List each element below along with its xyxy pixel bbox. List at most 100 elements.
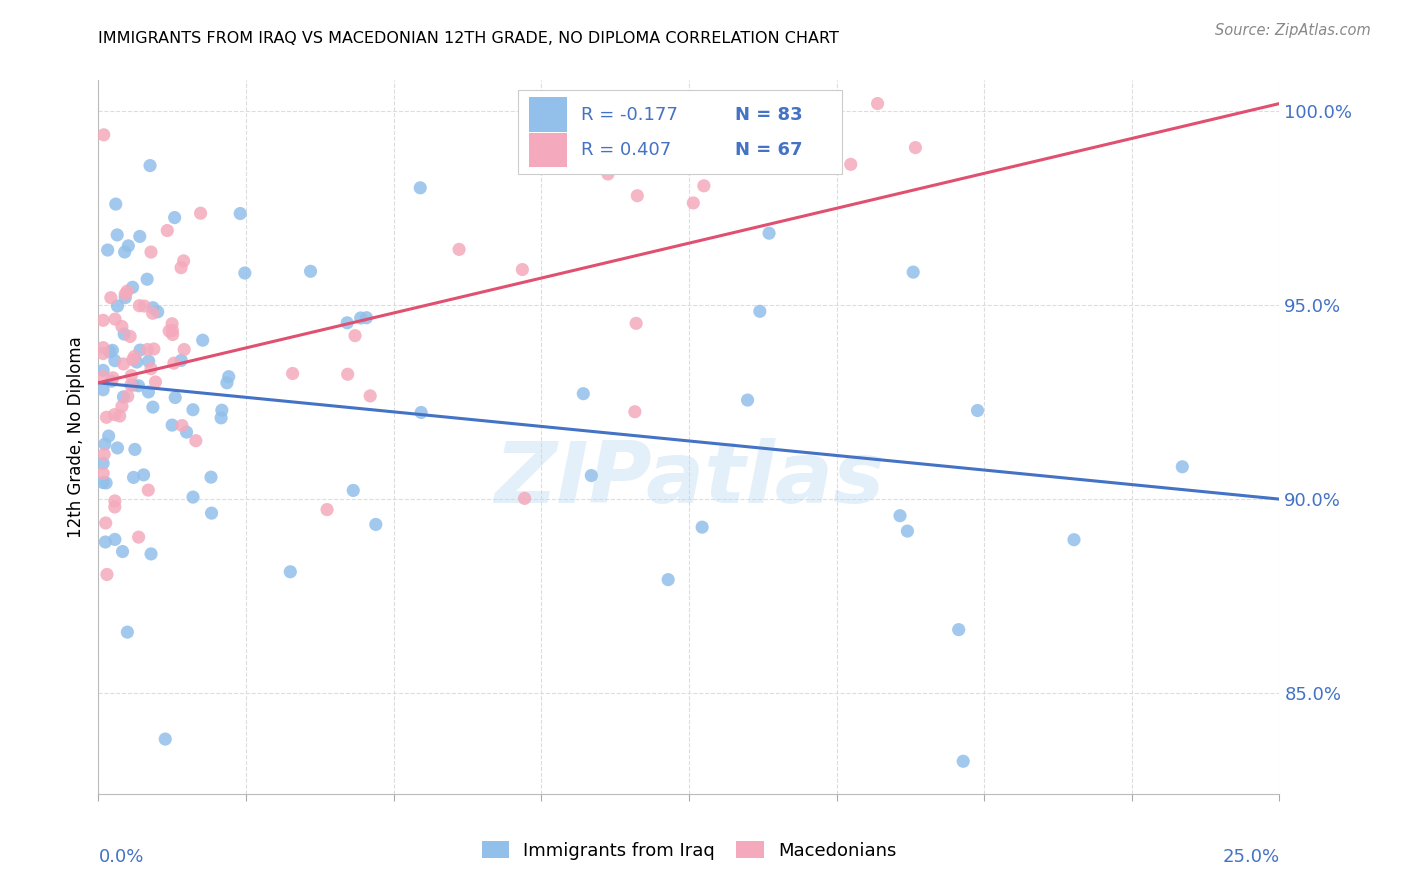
Point <box>132 467 155 482</box>
Point <box>356 310 378 325</box>
Point <box>449 243 471 257</box>
Point <box>142 306 165 320</box>
Point <box>96 410 118 425</box>
Point <box>190 206 212 220</box>
Point <box>112 390 135 404</box>
FancyBboxPatch shape <box>530 97 567 132</box>
Point <box>138 354 160 368</box>
Point <box>107 441 129 455</box>
Point <box>572 386 595 401</box>
Point <box>896 524 918 538</box>
Point <box>139 159 162 173</box>
Point <box>100 291 122 305</box>
FancyBboxPatch shape <box>530 133 567 168</box>
Point <box>181 402 204 417</box>
Point <box>136 483 159 497</box>
Point <box>114 245 136 260</box>
Point <box>115 284 138 298</box>
Point <box>624 316 647 330</box>
Text: N = 67: N = 67 <box>735 141 803 159</box>
Point <box>139 361 162 376</box>
Point <box>93 128 115 142</box>
Point <box>120 329 142 343</box>
Point <box>107 299 129 313</box>
Point <box>91 313 114 327</box>
Point <box>901 265 924 279</box>
Point <box>120 368 142 383</box>
Point <box>1171 459 1194 474</box>
Text: R = -0.177: R = -0.177 <box>582 105 678 123</box>
Point <box>91 369 114 384</box>
Point <box>200 470 222 484</box>
Point <box>94 475 117 490</box>
Point <box>839 157 862 171</box>
Point <box>165 391 187 405</box>
Point <box>91 475 114 490</box>
Point <box>124 442 146 457</box>
Point <box>299 264 322 278</box>
Point <box>142 301 165 315</box>
Point <box>156 223 179 237</box>
Point <box>184 434 207 448</box>
Point <box>128 299 150 313</box>
Point <box>191 333 214 347</box>
Point <box>142 400 165 414</box>
Point <box>101 343 124 358</box>
Point <box>581 468 603 483</box>
Point <box>411 405 433 419</box>
Point <box>342 483 364 498</box>
Point <box>145 375 167 389</box>
Point <box>105 227 128 242</box>
Text: 0.0%: 0.0% <box>98 848 143 866</box>
Y-axis label: 12th Grade, No Diploma: 12th Grade, No Diploma <box>67 336 86 538</box>
Point <box>103 408 125 422</box>
Point <box>91 467 114 481</box>
Point <box>104 197 127 211</box>
Point <box>91 383 114 397</box>
Point <box>111 319 134 334</box>
Point <box>336 368 359 382</box>
Point <box>952 754 974 768</box>
Point <box>136 343 159 357</box>
Point <box>409 181 432 195</box>
Point <box>122 470 145 484</box>
Text: ZIPatlas: ZIPatlas <box>494 438 884 522</box>
Point <box>281 367 304 381</box>
Point <box>100 374 122 388</box>
Point <box>278 565 301 579</box>
Point <box>316 502 339 516</box>
Point <box>163 356 186 370</box>
Point <box>91 363 114 377</box>
Point <box>104 533 127 547</box>
Point <box>170 353 193 368</box>
Point <box>157 324 180 338</box>
Point <box>624 405 647 419</box>
Point <box>111 544 134 558</box>
Point <box>128 378 150 392</box>
Point <box>657 573 679 587</box>
Point <box>114 291 136 305</box>
Point <box>364 517 387 532</box>
Point <box>162 327 184 342</box>
Point <box>200 506 222 520</box>
Point <box>117 625 139 640</box>
Point <box>124 350 146 364</box>
Point <box>209 410 232 425</box>
Text: IMMIGRANTS FROM IRAQ VS MACEDONIAN 12TH GRADE, NO DIPLOMA CORRELATION CHART: IMMIGRANTS FROM IRAQ VS MACEDONIAN 12TH … <box>98 31 839 46</box>
Point <box>233 266 256 280</box>
Point <box>98 344 121 359</box>
FancyBboxPatch shape <box>517 90 842 175</box>
Point <box>122 378 145 392</box>
Point <box>111 399 134 413</box>
Point <box>112 327 135 342</box>
Point <box>737 393 759 408</box>
Point <box>344 328 367 343</box>
Point <box>513 491 536 506</box>
Point <box>91 341 114 355</box>
Point <box>91 456 114 470</box>
Point <box>682 195 704 210</box>
Point <box>94 437 117 451</box>
Text: N = 83: N = 83 <box>735 105 803 123</box>
Point <box>91 346 114 360</box>
Point <box>104 500 127 514</box>
